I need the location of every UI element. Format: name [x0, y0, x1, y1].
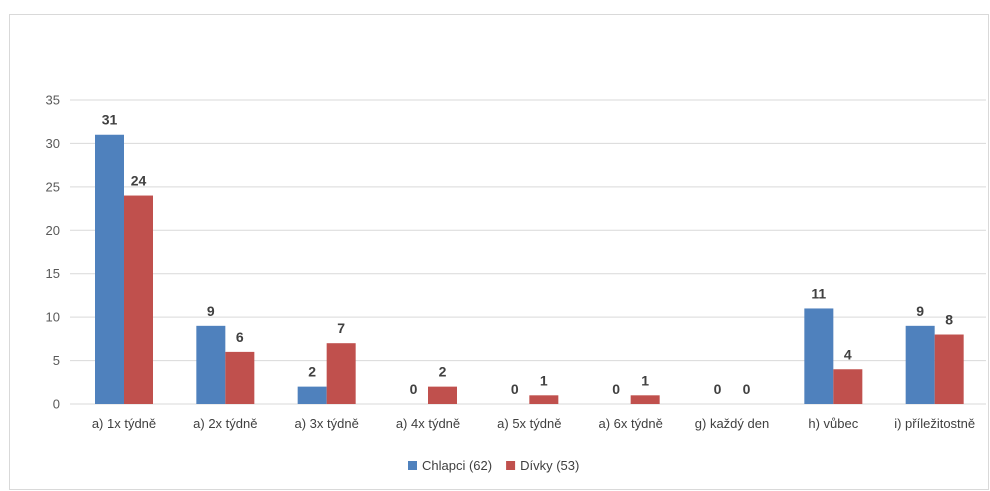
category-label: a) 5x týdně — [497, 416, 561, 431]
chart-frame — [9, 14, 989, 490]
data-label: 1 — [540, 372, 548, 388]
data-label: 0 — [714, 381, 722, 397]
y-tick-label: 10 — [46, 310, 60, 325]
category-label: i) příležitostně — [894, 416, 975, 431]
bar-divky — [124, 195, 153, 404]
data-label: 1 — [641, 372, 649, 388]
data-label: 11 — [811, 285, 826, 301]
bar-divky — [833, 369, 863, 404]
data-label: 0 — [410, 381, 418, 397]
y-tick-label: 0 — [53, 397, 60, 412]
data-label: 2 — [439, 364, 447, 380]
data-label: 7 — [337, 320, 345, 336]
legend-swatch — [506, 461, 516, 470]
data-label: 8 — [945, 312, 953, 328]
bar-divky — [326, 343, 356, 404]
legend-swatch — [408, 461, 417, 470]
bar-chlapci — [804, 308, 834, 404]
data-label: 24 — [131, 173, 147, 189]
bar-divky — [529, 395, 559, 404]
data-label: 9 — [916, 303, 924, 319]
category-label: a) 1x týdně — [92, 416, 156, 431]
category-label: a) 6x týdně — [599, 416, 663, 431]
data-label: 9 — [207, 303, 215, 319]
y-tick-label: 35 — [46, 93, 60, 108]
category-label: g) každý den — [695, 416, 769, 431]
bar-divky — [630, 395, 660, 404]
bar-divky — [428, 386, 457, 404]
data-label: 0 — [511, 381, 519, 397]
bar-chlapci — [196, 325, 226, 404]
y-tick-label: 5 — [53, 353, 60, 368]
bar-chlapci — [297, 386, 327, 404]
bar-chlapci — [95, 134, 124, 404]
data-label: 0 — [612, 381, 620, 397]
data-label: 31 — [102, 112, 118, 128]
data-label: 6 — [236, 329, 244, 345]
category-label: a) 4x týdně — [396, 416, 460, 431]
data-label: 0 — [743, 381, 751, 397]
y-tick-label: 15 — [46, 266, 60, 281]
y-tick-label: 30 — [46, 136, 60, 151]
data-label: 2 — [308, 364, 316, 380]
legend-entry: Chlapci (62) — [422, 458, 492, 473]
bar-divky — [934, 334, 964, 404]
data-label: 4 — [844, 346, 852, 362]
category-label: a) 3x týdně — [295, 416, 359, 431]
y-tick-label: 25 — [46, 179, 60, 194]
legend-entry: Dívky (53) — [520, 458, 579, 473]
category-label: a) 2x týdně — [193, 416, 257, 431]
category-label: h) vůbec — [808, 416, 858, 431]
y-tick-label: 20 — [46, 223, 60, 238]
bar-divky — [225, 351, 255, 404]
bar-chlapci — [905, 325, 935, 404]
